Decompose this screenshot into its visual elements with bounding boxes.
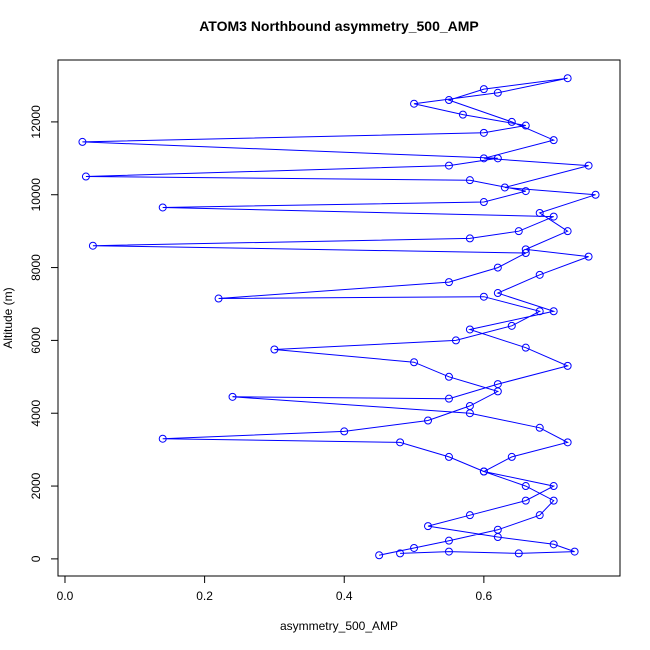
data-point — [514, 549, 523, 558]
data-point — [493, 154, 502, 163]
data-point — [410, 99, 419, 108]
data-point — [88, 241, 97, 250]
data-point — [424, 416, 433, 425]
y-tick-label: 4000 — [29, 400, 43, 427]
data-point — [493, 380, 502, 389]
data-point — [507, 117, 516, 126]
y-tick-label: 12000 — [29, 105, 43, 139]
data-point — [535, 307, 544, 316]
data-point — [500, 183, 509, 192]
data-point — [410, 358, 419, 367]
data-point — [396, 438, 405, 447]
data-point — [591, 190, 600, 199]
data-point — [563, 361, 572, 370]
data-point — [521, 482, 530, 491]
x-axis-label: asymmetry_500_AMP — [280, 619, 398, 633]
data-point — [465, 176, 474, 185]
data-point — [479, 198, 488, 207]
data-point — [444, 161, 453, 170]
data-point — [479, 154, 488, 163]
data-point — [507, 321, 516, 330]
data-point — [521, 343, 530, 352]
data-point — [549, 136, 558, 145]
data-point — [214, 294, 223, 303]
y-axis-label: Altitude (m) — [1, 287, 15, 348]
data-point — [444, 372, 453, 381]
data-point — [396, 549, 405, 558]
data-point — [158, 203, 167, 212]
y-tick-label: 8000 — [29, 254, 43, 281]
y-tick-label: 10000 — [29, 178, 43, 212]
data-point — [465, 234, 474, 243]
plot-box — [57, 59, 621, 577]
data-point — [535, 511, 544, 520]
data-point — [228, 392, 237, 401]
data-point — [521, 121, 530, 130]
data-point — [493, 289, 502, 298]
data-point — [570, 547, 579, 556]
x-tick-label: 0.4 — [336, 589, 353, 603]
data-point — [521, 187, 530, 196]
data-point — [549, 482, 558, 491]
data-point — [340, 427, 349, 436]
data-point — [444, 547, 453, 556]
data-point — [444, 452, 453, 461]
data-point — [451, 336, 460, 345]
data-point — [465, 325, 474, 334]
data-point — [507, 452, 516, 461]
data-point — [78, 137, 87, 146]
data-point — [424, 522, 433, 531]
data-point — [465, 409, 474, 418]
data-point — [521, 496, 530, 505]
data-point — [81, 172, 90, 181]
data-line — [82, 77, 596, 556]
y-tick-label: 6000 — [29, 327, 43, 354]
data-point — [514, 227, 523, 236]
data-point — [521, 248, 530, 257]
data-point — [535, 423, 544, 432]
data-point — [584, 161, 593, 170]
y-tick-label: 0 — [29, 555, 43, 562]
data-point — [521, 245, 530, 254]
data-point — [444, 394, 453, 403]
data-point — [444, 96, 453, 105]
x-tick-label: 0.6 — [476, 589, 493, 603]
data-point — [549, 212, 558, 221]
data-point — [375, 551, 384, 560]
data-point — [465, 511, 474, 520]
data-point — [493, 88, 502, 97]
data-point — [549, 540, 558, 549]
data-point — [535, 270, 544, 279]
data-point — [458, 110, 467, 119]
data-point — [493, 533, 502, 542]
data-point — [410, 543, 419, 552]
y-tick-label: 2000 — [29, 472, 43, 499]
data-point — [493, 263, 502, 272]
data-point — [444, 278, 453, 287]
data-point — [479, 85, 488, 94]
data-point — [549, 496, 558, 505]
data-point — [549, 307, 558, 316]
chart-title: ATOM3 Northbound asymmetry_500_AMP — [199, 18, 479, 34]
data-point — [479, 128, 488, 137]
data-point — [270, 345, 279, 354]
data-point — [444, 536, 453, 545]
x-tick-label: 0.2 — [196, 589, 213, 603]
x-tick-label: 0.0 — [57, 589, 74, 603]
data-point — [479, 467, 488, 476]
data-point — [535, 208, 544, 217]
data-point — [563, 438, 572, 447]
data-point — [563, 74, 572, 83]
data-point — [158, 434, 167, 443]
data-point — [584, 252, 593, 261]
data-point — [563, 227, 572, 236]
data-point — [479, 292, 488, 301]
